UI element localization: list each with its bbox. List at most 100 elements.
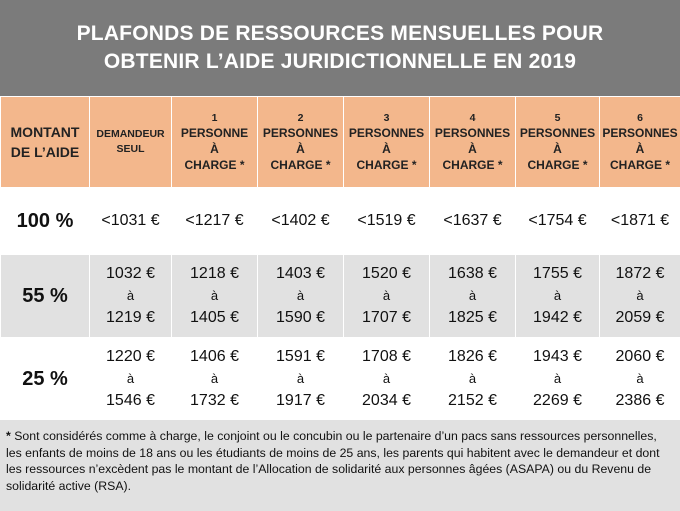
range-max: 1825 € bbox=[448, 309, 497, 326]
header-line: CHARGE * bbox=[356, 157, 417, 172]
range-cell: 1826 € à 2152 € bbox=[429, 337, 516, 421]
header-line: PERSONNES bbox=[262, 125, 339, 140]
range-max: 2269 € bbox=[533, 392, 582, 409]
header-line: PERSONNES bbox=[519, 125, 596, 140]
range-min: 1826 € bbox=[448, 348, 497, 365]
header-line: À bbox=[296, 141, 305, 156]
range-max: 2034 € bbox=[362, 392, 411, 409]
range-sep: à bbox=[210, 371, 219, 386]
header-line: CHARGE * bbox=[270, 157, 331, 172]
range-max: 1546 € bbox=[106, 392, 155, 409]
range-min: 1220 € bbox=[106, 348, 155, 365]
range-sep: à bbox=[382, 371, 391, 386]
header-line: PERSONNES bbox=[348, 125, 425, 140]
range-sep: à bbox=[553, 371, 562, 386]
range-max: 1732 € bbox=[190, 392, 239, 409]
page-title: PLAFONDS DE RESSOURCES MENSUELLES POUR O… bbox=[0, 0, 680, 96]
aid-level: 100 % bbox=[0, 187, 90, 255]
range-sep: à bbox=[296, 371, 305, 386]
header-demandeur-line: DEMANDEUR bbox=[96, 128, 165, 140]
header-line: CHARGE * bbox=[609, 157, 670, 172]
range-max: 2152 € bbox=[448, 392, 497, 409]
range-cell: 1638 € à 1825 € bbox=[429, 254, 516, 338]
ceiling-value: <1637 € bbox=[443, 212, 502, 229]
range-max: 1917 € bbox=[276, 392, 325, 409]
aid-level: 25 % bbox=[0, 337, 90, 421]
header-charge-5: 5 PERSONNES À CHARGE * bbox=[515, 96, 600, 188]
header-count: 6 bbox=[637, 111, 643, 124]
header-row: MONTANT DE L’AIDE DEMANDEUR SEUL 1 PERSO… bbox=[0, 96, 680, 188]
range-max: 1942 € bbox=[533, 309, 582, 326]
header-line: CHARGE * bbox=[527, 157, 588, 172]
table-row: 55 % 1032 € à 1219 € 1218 € à 1405 € 1403 € à… bbox=[0, 254, 680, 338]
range-max: 1219 € bbox=[106, 309, 155, 326]
ceiling-value: <1519 € bbox=[357, 212, 416, 229]
ceiling-cell: <1031 € bbox=[89, 187, 172, 255]
header-count: 4 bbox=[469, 111, 476, 124]
range-min: 1755 € bbox=[533, 265, 582, 282]
header-demandeur: DEMANDEUR SEUL bbox=[89, 96, 172, 188]
header-charge-1: 1 PERSONNE À CHARGE * bbox=[171, 96, 258, 188]
range-cell: 1943 € à 2269 € bbox=[515, 337, 600, 421]
range-min: 1406 € bbox=[190, 348, 239, 365]
range-cell: 1708 € à 2034 € bbox=[343, 337, 430, 421]
ceiling-cell: <1637 € bbox=[429, 187, 516, 255]
range-min: 1403 € bbox=[276, 265, 325, 282]
header-montant: MONTANT DE L’AIDE bbox=[0, 96, 90, 188]
range-max: 1590 € bbox=[276, 309, 325, 326]
range-max: 1707 € bbox=[362, 309, 411, 326]
header-line: À bbox=[382, 141, 391, 156]
range-max: 1405 € bbox=[190, 309, 239, 326]
table-row: 25 % 1220 € à 1546 € 1406 € à 1732 € 1591 € à… bbox=[0, 337, 680, 421]
range-min: 1218 € bbox=[190, 265, 239, 282]
ceiling-cell: <1519 € bbox=[343, 187, 430, 255]
footnote-star: * bbox=[6, 429, 11, 443]
header-line: À bbox=[468, 141, 477, 156]
header-count: 2 bbox=[297, 111, 304, 124]
ceiling-cell: <1871 € bbox=[599, 187, 680, 255]
aid-level: 55 % bbox=[0, 254, 90, 338]
ceiling-cell: <1754 € bbox=[515, 187, 600, 255]
range-min: 1520 € bbox=[362, 265, 411, 282]
ceiling-cell: <1402 € bbox=[257, 187, 344, 255]
header-line: À bbox=[635, 141, 645, 156]
range-min: 1708 € bbox=[362, 348, 411, 365]
header-line: PERSONNES bbox=[434, 125, 511, 140]
range-sep: à bbox=[382, 288, 391, 303]
range-min: 1638 € bbox=[448, 265, 497, 282]
range-min: 1872 € bbox=[615, 265, 665, 282]
header-count: 1 bbox=[211, 111, 218, 124]
ceiling-value: <1402 € bbox=[271, 212, 330, 229]
range-sep: à bbox=[210, 288, 219, 303]
range-cell: 1591 € à 1917 € bbox=[257, 337, 344, 421]
ceiling-value: <1217 € bbox=[185, 212, 244, 229]
ceiling-value: <1754 € bbox=[528, 212, 587, 229]
range-sep: à bbox=[553, 288, 562, 303]
header-charge-3: 3 PERSONNES À CHARGE * bbox=[343, 96, 430, 188]
range-min: 1943 € bbox=[533, 348, 582, 365]
range-sep: à bbox=[636, 371, 644, 386]
range-cell: 1520 € à 1707 € bbox=[343, 254, 430, 338]
header-line: PERSONNES bbox=[602, 125, 678, 140]
range-cell: 1218 € à 1405 € bbox=[171, 254, 258, 338]
header-montant-line: DE L’AIDE bbox=[10, 144, 80, 160]
header-count: 5 bbox=[554, 111, 561, 124]
range-cell: 1403 € à 1590 € bbox=[257, 254, 344, 338]
range-sep: à bbox=[636, 288, 644, 303]
header-line: À bbox=[210, 141, 219, 156]
title-line-2: OBTENIR L’AIDE JURIDICTIONNELLE EN 2019 bbox=[103, 50, 577, 73]
range-cell: 2060 € à 2386 € bbox=[599, 337, 680, 421]
footnote: * Sont considérés comme à charge, le con… bbox=[0, 420, 680, 511]
range-cell: 1406 € à 1732 € bbox=[171, 337, 258, 421]
range-min: 1032 € bbox=[106, 265, 155, 282]
ceiling-value: <1871 € bbox=[610, 212, 670, 229]
range-cell: 1755 € à 1942 € bbox=[515, 254, 600, 338]
header-charge-2: 2 PERSONNES À CHARGE * bbox=[257, 96, 344, 188]
range-max: 2059 € bbox=[615, 309, 665, 326]
header-demandeur-line: SEUL bbox=[116, 143, 145, 155]
footnote-text: Sont considérés comme à charge, le conjo… bbox=[6, 429, 660, 493]
range-sep: à bbox=[468, 371, 477, 386]
range-min: 2060 € bbox=[615, 348, 665, 365]
header-charge-4: 4 PERSONNES À CHARGE * bbox=[429, 96, 516, 188]
header-line: CHARGE * bbox=[184, 157, 245, 172]
